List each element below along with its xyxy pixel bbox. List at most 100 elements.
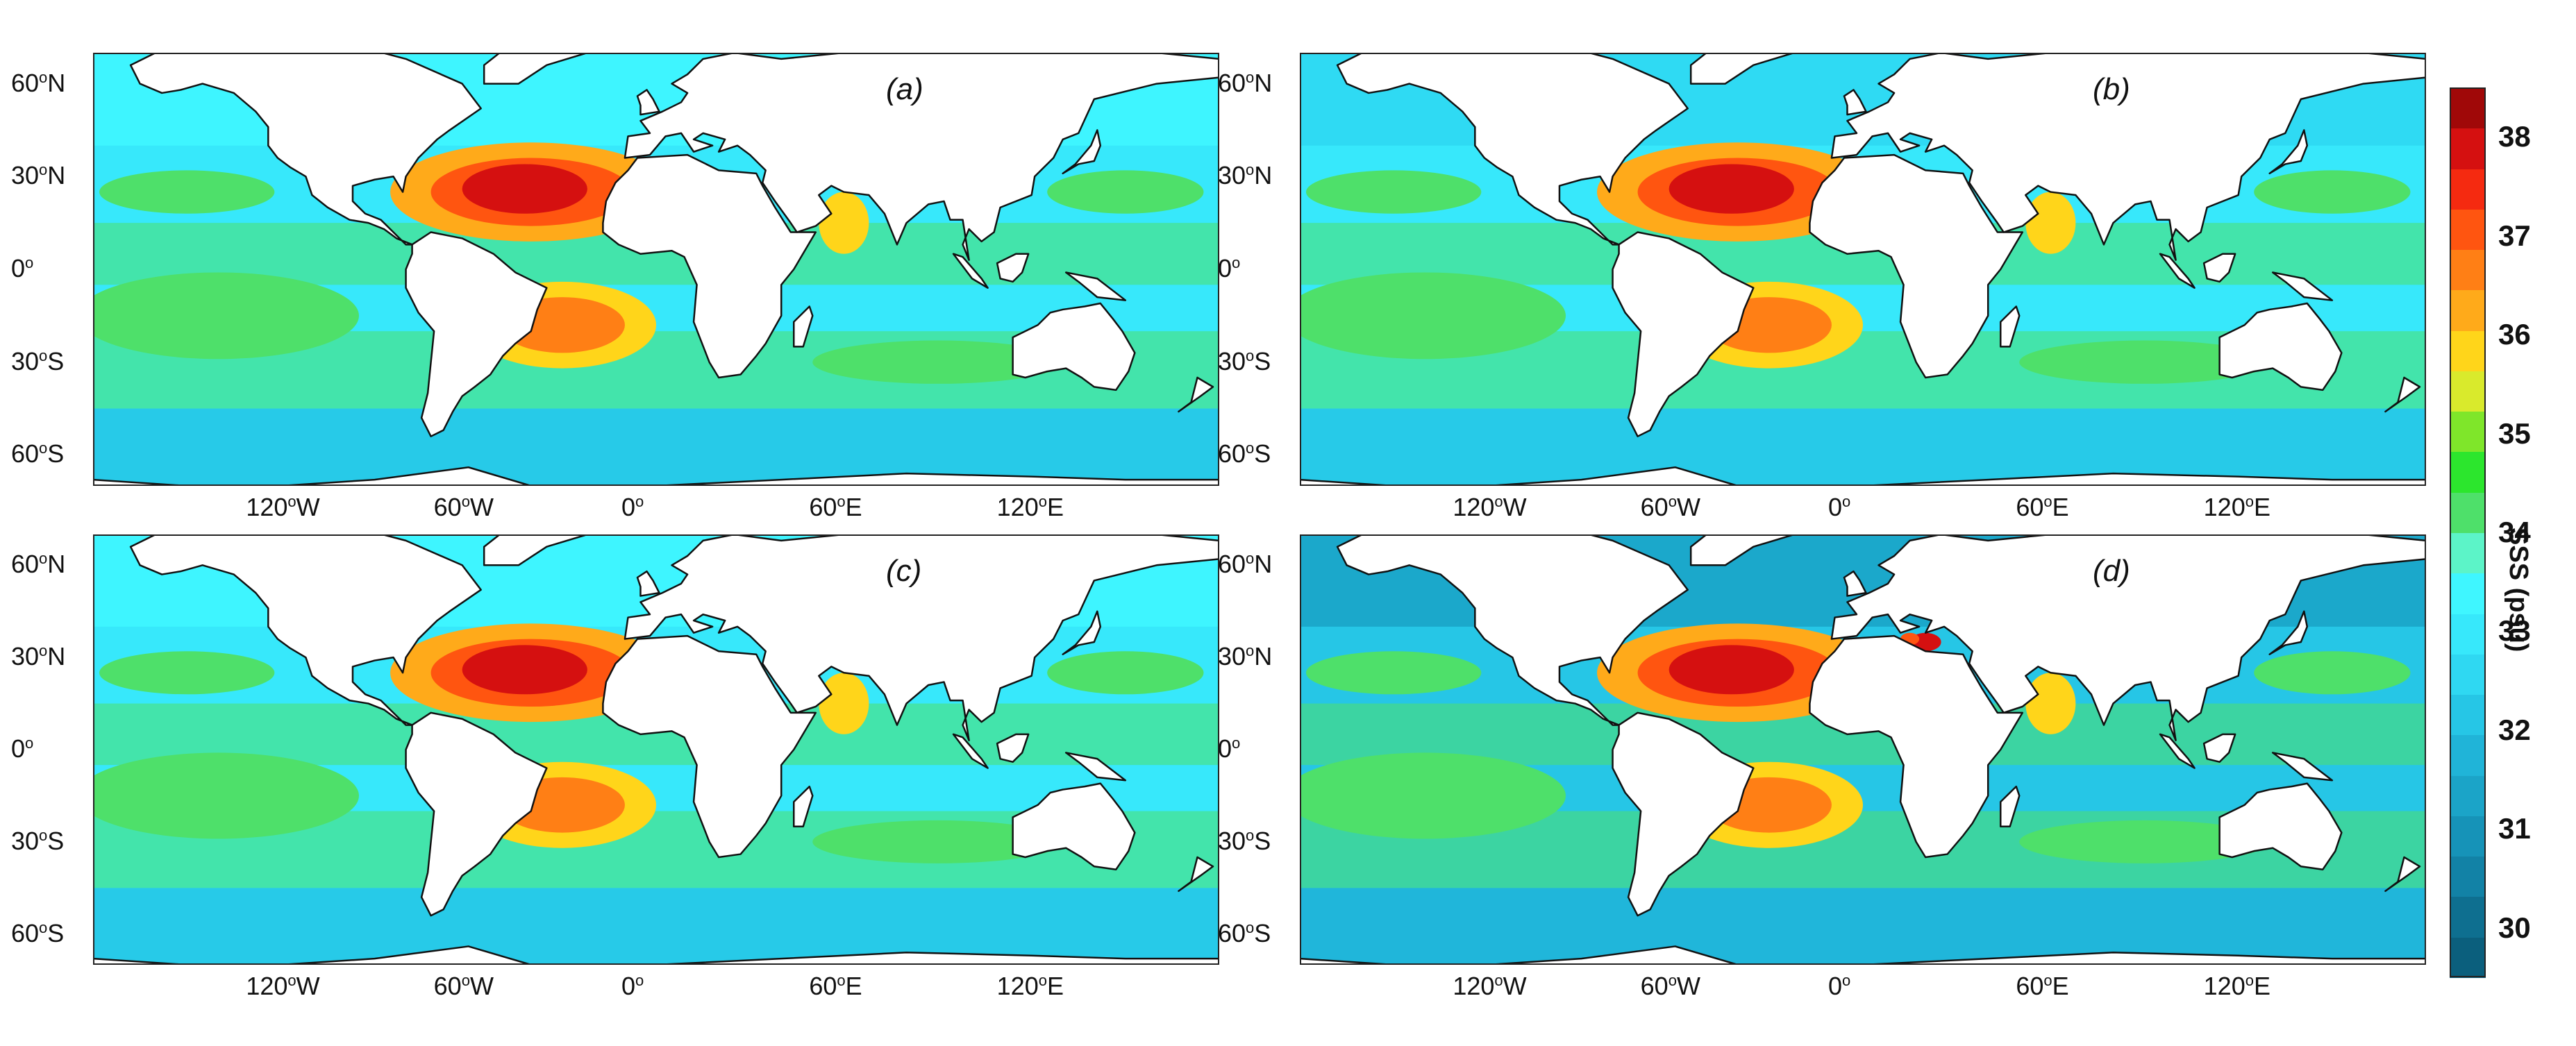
lat-tick-label: 30oN xyxy=(11,161,66,190)
colorbar-segment xyxy=(2450,896,2486,938)
colorbar-segment xyxy=(2450,451,2486,493)
salinity-patch xyxy=(1047,170,1204,214)
colorbar-segment xyxy=(2450,694,2486,736)
salinity-patch xyxy=(1668,645,1794,695)
colorbar-segment xyxy=(2450,613,2486,655)
salinity-patch xyxy=(1047,651,1204,695)
lat-tick-label: 60oS xyxy=(1218,918,1271,947)
colorbar-segment xyxy=(2450,128,2486,169)
colorbar-segment xyxy=(2450,168,2486,210)
colorbar-segment xyxy=(2450,87,2486,129)
landmass-borneo xyxy=(996,253,1030,283)
salinity-band xyxy=(1300,888,2426,965)
landmass-sumatra xyxy=(2159,253,2196,289)
lat-tick-label: 30oS xyxy=(1218,826,1271,855)
landmass-australia xyxy=(1012,782,1136,870)
lon-tick-label: 60oW xyxy=(433,493,494,521)
colorbar-segment xyxy=(2450,734,2486,776)
map-panel-a: (a) xyxy=(77,39,1221,518)
panel-label-d: (d) xyxy=(2093,554,2130,588)
landmass-newGuinea xyxy=(2271,271,2334,301)
landmass-japan xyxy=(1062,129,1102,175)
lat-tick-label: 60oS xyxy=(1218,439,1271,469)
colorbar-segment xyxy=(2450,856,2486,897)
lon-tick-label: 60oW xyxy=(1640,972,1700,1000)
salinity-patch xyxy=(1306,651,1482,695)
colorbar-tick-label: 34 xyxy=(2498,516,2531,548)
lat-tick-label: 60oN xyxy=(1218,68,1273,97)
salinity-patch xyxy=(812,820,1063,863)
lat-tick-label: 30oS xyxy=(11,346,65,376)
salinity-patch xyxy=(1284,272,1566,360)
lon-tick-label: 120oE xyxy=(996,972,1064,1000)
lat-tick-label: 60oN xyxy=(11,550,66,579)
lon-tick-label: 60oE xyxy=(2016,972,2069,1000)
salinity-band xyxy=(93,408,1219,486)
landmass-africa xyxy=(602,153,817,379)
landmass-madagascar xyxy=(792,305,814,348)
colorbar-segment xyxy=(2450,208,2486,251)
salinity-patch xyxy=(2254,651,2411,695)
lon-tick-label: 120oE xyxy=(2203,972,2270,1000)
lon-tick-label: 0o xyxy=(1828,972,1851,1000)
lat-tick-label: 0o xyxy=(11,254,34,282)
salinity-patch xyxy=(77,272,359,360)
landmass-japan xyxy=(1062,610,1102,655)
salinity-patch xyxy=(99,651,275,695)
landmass-sumatra xyxy=(952,733,989,769)
salinity-patch xyxy=(1306,170,1482,214)
colorbar-segment xyxy=(2450,289,2486,331)
landmass-newZealand xyxy=(1178,856,1214,892)
salinity-patch xyxy=(2019,340,2270,384)
landmass-northAmerica xyxy=(1336,45,1689,246)
landmass-southAmerica xyxy=(405,711,548,917)
colorbar-frame xyxy=(2450,87,2486,977)
map-panel-c: (c) xyxy=(77,521,1221,997)
salinity-band xyxy=(93,888,1219,965)
landmass-japan xyxy=(2268,129,2309,175)
lat-tick-label: 30oN xyxy=(1218,642,1273,671)
panel-label-a: (a) xyxy=(886,72,923,106)
landmass-newZealand xyxy=(2384,376,2421,413)
colorbar-tick-label: 33 xyxy=(2498,614,2531,648)
colorbar-tick-label: 31 xyxy=(2498,812,2531,845)
landmass-northAmerica xyxy=(1336,527,1689,726)
colorbar xyxy=(2450,87,2486,978)
salinity-patch xyxy=(2254,170,2411,214)
lat-tick-label: 30oN xyxy=(11,642,66,671)
lon-tick-label: 120oE xyxy=(996,493,1064,521)
landmass-sumatra xyxy=(952,253,989,289)
lon-tick-label: 120oE xyxy=(2203,493,2270,521)
landmass-newGuinea xyxy=(2271,752,2334,782)
landmass-africa xyxy=(1809,153,2024,379)
salinity-patch xyxy=(2025,673,2076,734)
landmass-northAmerica xyxy=(129,45,482,246)
lon-tick-label: 60oW xyxy=(1640,493,1700,521)
landmass-borneo xyxy=(2202,733,2236,763)
salinity-map-c xyxy=(77,521,1221,997)
lat-tick-label: 0o xyxy=(1218,734,1241,763)
lat-tick-label: 0o xyxy=(11,734,34,763)
salinity-map-a xyxy=(77,39,1221,518)
landmass-madagascar xyxy=(1999,305,2021,348)
landmass-borneo xyxy=(996,733,1030,763)
landmass-australia xyxy=(1012,302,1136,391)
salinity-patch xyxy=(819,192,869,254)
panel-label-c: (c) xyxy=(886,554,922,588)
landmass-northAmerica xyxy=(129,527,482,726)
landmass-southAmerica xyxy=(405,231,548,437)
lat-tick-label: 30oN xyxy=(1218,161,1273,190)
landmass-newZealand xyxy=(2384,856,2421,892)
landmass-australia xyxy=(2218,302,2343,391)
salinity-map-b xyxy=(1284,39,2427,518)
lat-tick-label: 60oN xyxy=(11,68,66,97)
colorbar-segment xyxy=(2450,330,2486,371)
salinity-patch xyxy=(819,673,869,734)
lon-tick-label: 60oW xyxy=(433,972,494,1000)
landmass-newGuinea xyxy=(1064,752,1127,782)
colorbar-segment xyxy=(2450,249,2486,291)
landmass-southAmerica xyxy=(1612,231,1755,437)
lon-tick-label: 0o xyxy=(621,493,644,521)
colorbar-tick-label: 36 xyxy=(2498,318,2531,351)
landmass-uk xyxy=(1843,570,1867,597)
